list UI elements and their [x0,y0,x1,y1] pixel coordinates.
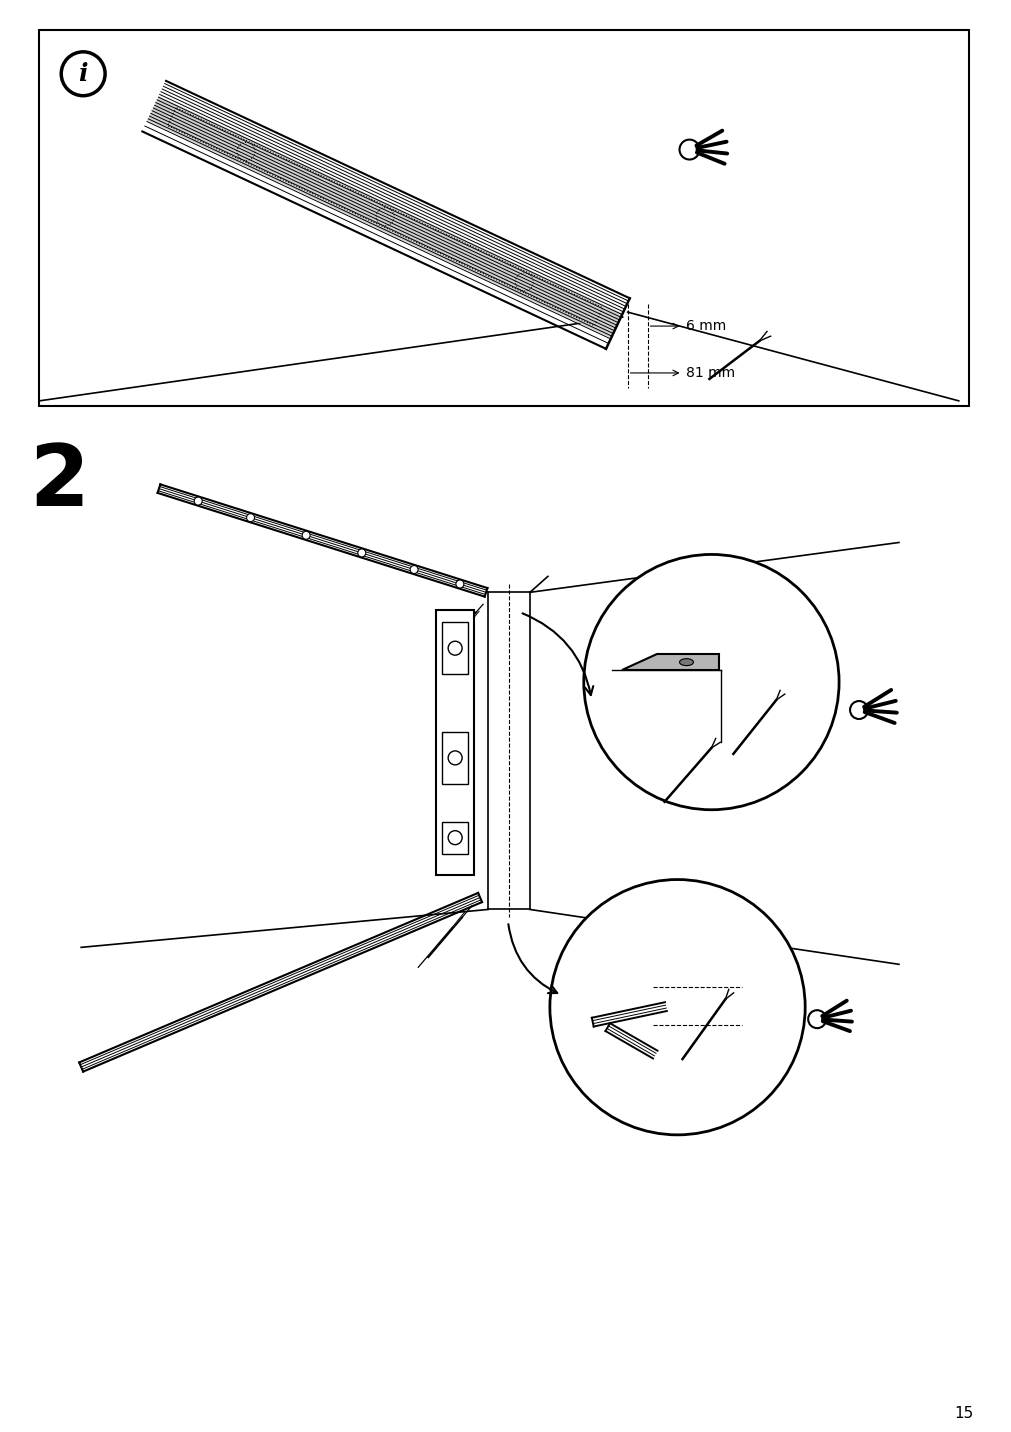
Text: 15: 15 [953,1406,973,1421]
FancyArrowPatch shape [508,924,557,994]
Circle shape [455,580,463,589]
Circle shape [448,831,462,845]
Circle shape [194,497,202,505]
Bar [442,623,468,674]
Bar [442,732,468,783]
Circle shape [808,1010,825,1028]
Circle shape [849,702,867,719]
Bar [39,30,968,405]
Bar [442,822,468,853]
Polygon shape [621,654,719,670]
Ellipse shape [678,659,693,666]
Circle shape [583,554,838,809]
Circle shape [302,531,309,540]
Circle shape [448,642,462,656]
Circle shape [448,750,462,765]
Circle shape [358,548,365,557]
Bar [436,610,473,875]
Text: 2: 2 [29,441,89,524]
FancyArrowPatch shape [522,613,592,695]
Circle shape [678,139,699,159]
Circle shape [409,566,418,573]
Circle shape [247,514,255,521]
Text: 6 mm: 6 mm [684,319,725,334]
Text: i: i [78,62,88,86]
Text: 81 mm: 81 mm [684,367,734,379]
Polygon shape [148,96,622,338]
Circle shape [549,879,805,1134]
